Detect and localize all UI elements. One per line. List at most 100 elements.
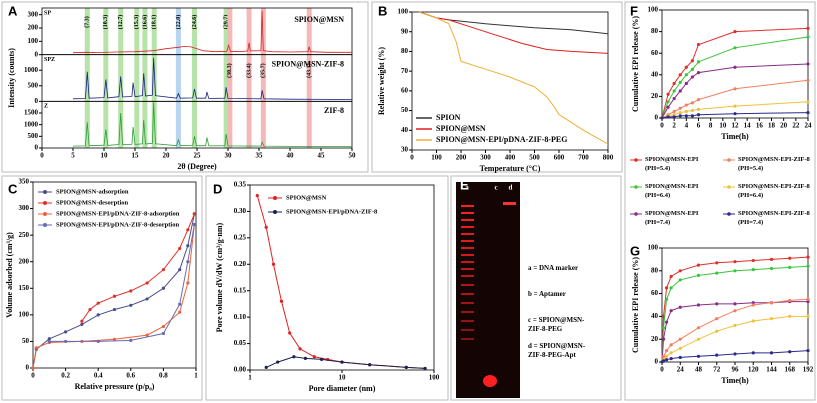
series-line: [81, 213, 195, 322]
y-tick-label: 60: [401, 86, 409, 94]
peak-label: (43.1): [306, 63, 313, 78]
data-point: [96, 301, 100, 305]
gel-band: [461, 219, 474, 221]
data-point: [733, 46, 737, 50]
x-tick-label: 24: [677, 366, 685, 374]
data-point: [669, 274, 673, 279]
peak-label: (10.3): [102, 15, 109, 30]
legend-label: SPION@MSN-desorption: [56, 199, 129, 206]
data-point: [733, 309, 737, 313]
data-point: [733, 65, 737, 69]
x-tick-label: 0.2: [61, 372, 70, 380]
data-point: [684, 73, 688, 77]
x-tick-label: 400: [505, 154, 516, 162]
x-tick-label: 6: [697, 122, 701, 130]
y-tick-label: 0.00: [234, 366, 247, 374]
x-tick-label: 25: [194, 152, 202, 160]
y-tick-label: 50: [401, 106, 409, 114]
data-point: [678, 73, 682, 77]
data-point: [806, 299, 810, 304]
data-point: [186, 281, 190, 285]
data-point: [178, 246, 182, 251]
legend-label: SPION@MSN-EPI (PH=6.4): [645, 183, 699, 199]
peak-label: (33.4): [245, 63, 252, 78]
data-point: [690, 114, 695, 118]
data-point: [661, 354, 666, 358]
y-tick-label: 0.15: [234, 286, 247, 294]
data-point: [733, 323, 737, 328]
y-tick-label: 100: [648, 244, 659, 252]
data-point: [715, 302, 719, 306]
data-point: [145, 281, 149, 285]
data-point: [288, 331, 292, 335]
gel-band: [461, 275, 474, 277]
data-point: [678, 305, 682, 309]
legend-label: SPION@MSN-EPI/pDNA-ZIF-8: [286, 208, 378, 215]
data-point: [678, 355, 682, 360]
lane-label: c: [494, 184, 497, 192]
data-point: [672, 96, 676, 101]
peak-band: [103, 8, 109, 148]
legend-label: SPION@MSN-EPI/pDNA-ZIF-8-desorption: [56, 221, 179, 228]
y-tick-label: 200: [28, 24, 39, 32]
plot-frame: [661, 9, 809, 119]
series-line: [661, 63, 809, 119]
legend-text: d = SPION@MSN-ZIF-8-PEG-Apt: [528, 342, 586, 359]
panel-label: A: [8, 3, 18, 18]
peak-band: [142, 8, 148, 148]
x-tick-label: 10: [719, 122, 727, 130]
y-tick-label: 60: [651, 289, 659, 297]
y-tick-label: 100: [19, 310, 30, 318]
gel-band: [461, 261, 474, 263]
x-tick-label: 100: [431, 154, 442, 162]
y-tick-label: 500: [28, 81, 39, 89]
data-point: [669, 351, 673, 355]
y-tick-label: 1000: [24, 66, 39, 74]
data-point: [96, 313, 100, 317]
series-line: [32, 213, 195, 369]
data-point: [112, 307, 117, 312]
data-point: [690, 108, 695, 113]
data-point: [696, 42, 701, 47]
data-point: [806, 100, 810, 104]
legend-marker: [727, 185, 731, 189]
peak-label: (18.1): [151, 15, 158, 30]
lane-label: a: [465, 184, 469, 192]
data-point: [769, 317, 774, 321]
legend-marker: [43, 223, 47, 227]
data-point: [404, 365, 408, 369]
x-tick-label: 35: [256, 152, 264, 160]
y-tick-label: 200: [19, 257, 30, 265]
data-point: [684, 109, 688, 114]
y-tick-label: 1500: [24, 109, 39, 117]
x-tick-label: 15: [132, 152, 140, 160]
x-tick-label: 144: [766, 366, 777, 374]
peak-band: [84, 8, 90, 148]
data-point: [806, 62, 810, 66]
data-point: [178, 310, 182, 314]
y-tick-label: 20: [651, 335, 659, 343]
data-point: [696, 326, 701, 330]
gel-band: [503, 202, 516, 205]
panel-label: C: [8, 181, 18, 196]
y-axis-label: Relative weight (%): [377, 47, 386, 115]
legend-label: SPION@MSN-EPI (PH=7.4): [645, 210, 699, 226]
x-tick-label: 192: [803, 366, 814, 374]
data-point: [696, 263, 701, 267]
y-tick-label: 500: [28, 132, 39, 140]
data-point: [806, 111, 810, 115]
data-point: [664, 354, 669, 358]
peak-band: [134, 8, 140, 148]
data-point: [751, 303, 755, 307]
legend-label: SPION@MSN-EPI/pDNA-ZIF-8-PEG: [436, 135, 567, 144]
y-tick-label: 0.20: [234, 260, 247, 268]
peak-band: [223, 8, 229, 148]
x-axis-label: Time(h): [721, 376, 749, 385]
x-tick-label: 0.4: [94, 372, 103, 380]
data-point: [47, 337, 51, 341]
peak-band: [260, 8, 266, 148]
legend-label: SPION@MSN-EPI-ZIF-8 (PH=6.4): [738, 183, 811, 199]
data-point: [733, 104, 737, 108]
gel-band: [461, 205, 474, 207]
